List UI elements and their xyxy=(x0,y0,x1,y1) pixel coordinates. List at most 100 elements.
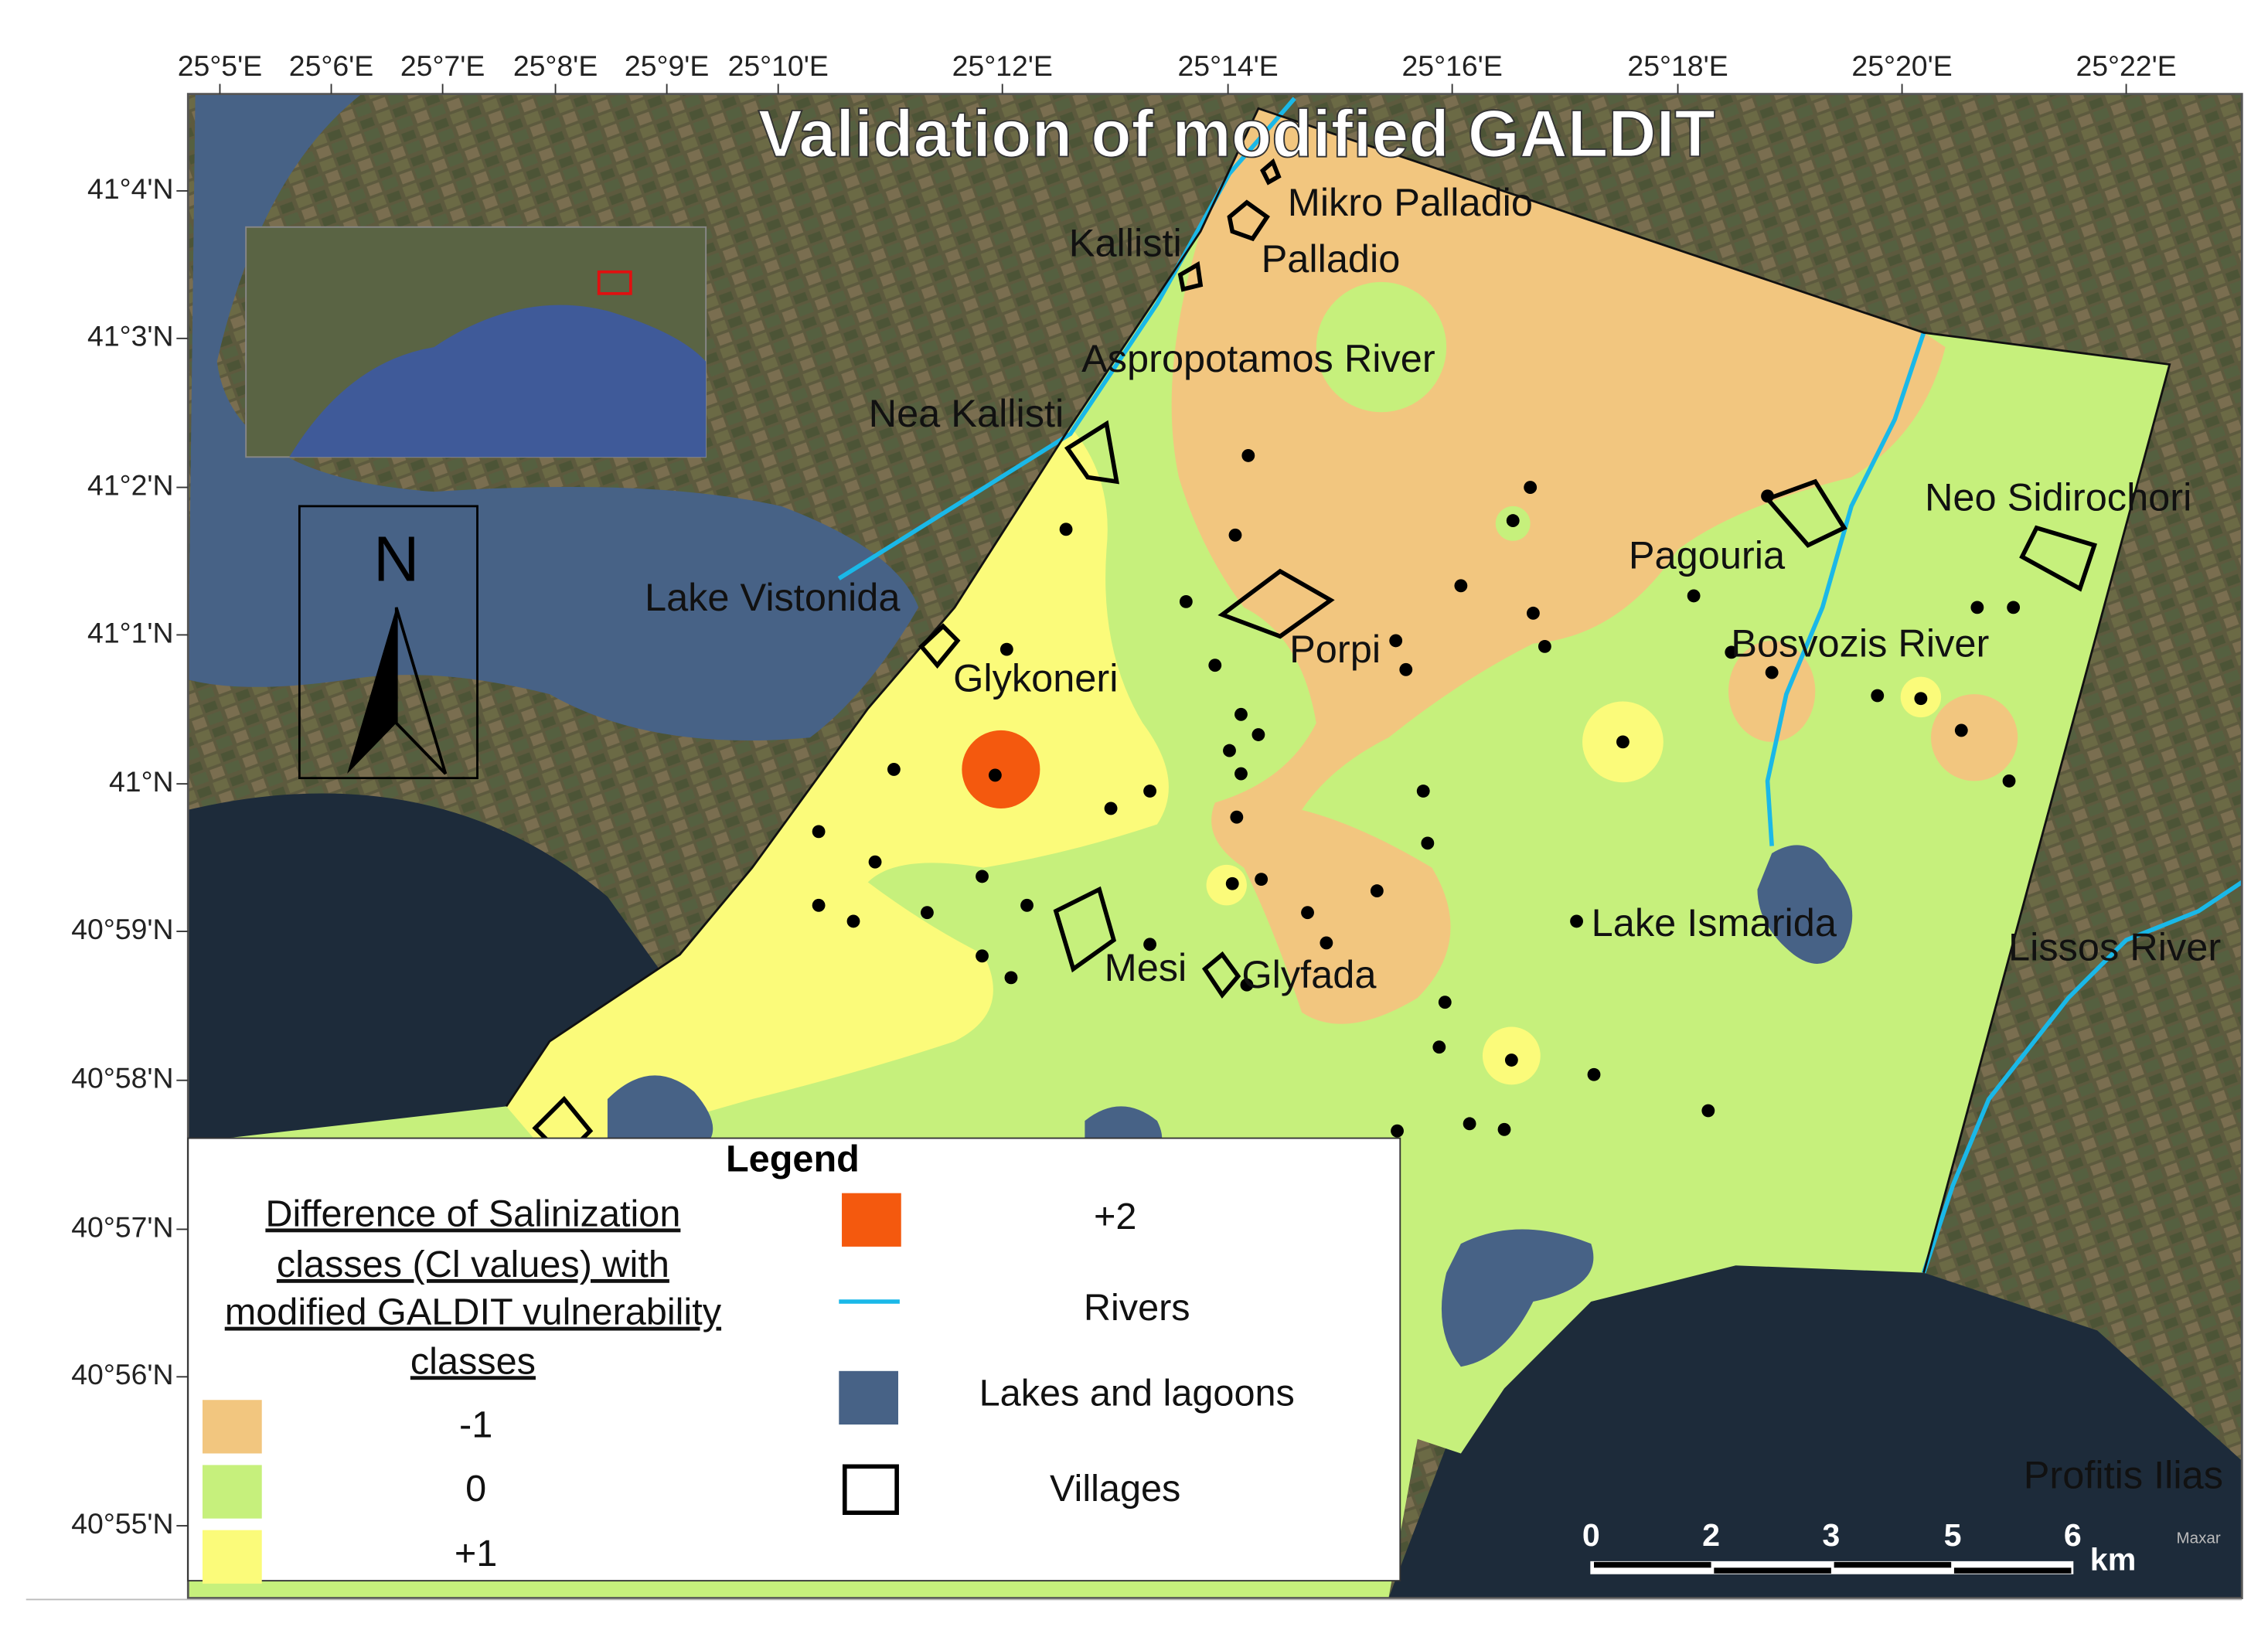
place-label: Bosvozis River xyxy=(1731,621,1989,665)
legend-swatch xyxy=(842,1193,901,1247)
legend-label: Rivers xyxy=(1084,1287,1190,1329)
legend-box xyxy=(187,1137,1401,1582)
scale-label: 6 xyxy=(2064,1517,2082,1553)
village xyxy=(1260,158,1282,186)
scale-bar: 0 2 3 5 6 km xyxy=(1582,1517,2136,1578)
village xyxy=(1177,260,1204,292)
inset-map xyxy=(245,226,707,458)
place-label: Porpi xyxy=(1289,627,1381,671)
place-label: Aspropotamos River xyxy=(1081,336,1435,380)
sampling-well xyxy=(988,768,1002,782)
class-zero-zone xyxy=(1316,281,1447,413)
legend-village-symbol xyxy=(842,1464,899,1515)
sampling-well xyxy=(1438,996,1452,1009)
sampling-well xyxy=(1230,810,1244,824)
lissos-river xyxy=(1921,880,2242,1274)
sampling-well xyxy=(1616,735,1629,749)
map-frame xyxy=(186,93,2243,1599)
sampling-well xyxy=(812,898,826,912)
sampling-wells xyxy=(812,448,2021,1138)
village xyxy=(2019,525,2097,592)
sampling-well xyxy=(1004,971,1018,985)
sampling-well xyxy=(1225,876,1239,890)
legend-swatch xyxy=(203,1465,262,1519)
place-label: Palladio xyxy=(1262,237,1401,281)
sampling-well xyxy=(1701,1104,1715,1118)
scale-bar-segment xyxy=(1714,1567,1831,1574)
legend-items: Difference of Salinization classes (Cl va… xyxy=(203,1193,1295,1584)
lon-tick-label: 25°5'E xyxy=(178,49,262,82)
legend-swatch xyxy=(203,1400,262,1454)
study-area-boundary xyxy=(1069,107,2171,1273)
village xyxy=(1227,199,1270,242)
legend-label: +2 xyxy=(1094,1196,1136,1237)
lon-tick-label: 25°20'E xyxy=(1851,49,1952,82)
sampling-well xyxy=(1240,978,1254,992)
sampling-well xyxy=(1765,665,1779,679)
class-plus-one-zone xyxy=(506,426,1169,1157)
sampling-well xyxy=(1143,938,1157,951)
sampling-well xyxy=(1463,1117,1476,1131)
place-label: Pagouria xyxy=(1629,533,1786,577)
sampling-well xyxy=(921,906,934,920)
place-labels: Mikro Palladio Palladio Kallisti Aspropotam… xyxy=(645,180,2223,1497)
legend-swatch xyxy=(203,1530,262,1584)
place-label: Profitis Ilias xyxy=(2024,1453,2223,1497)
lat-tick-label: 41°4'N xyxy=(87,172,174,205)
sampling-well xyxy=(1104,802,1118,815)
lon-tick-label: 25°14'E xyxy=(1177,49,1278,82)
study-area-boundary xyxy=(505,426,1071,1108)
sampling-well xyxy=(1391,1124,1404,1138)
sampling-well xyxy=(1954,723,1968,737)
scale-label: 2 xyxy=(1702,1517,1720,1553)
sampling-well xyxy=(1251,728,1265,741)
sampling-well xyxy=(887,763,901,776)
lon-tick-label: 25°18'E xyxy=(1627,49,1728,82)
sampling-well xyxy=(1587,1067,1601,1081)
sampling-well xyxy=(1970,601,1984,614)
sampling-well xyxy=(1524,481,1538,494)
sampling-well xyxy=(999,642,1013,656)
north-label: N xyxy=(373,523,419,594)
sampling-well xyxy=(1228,528,1242,542)
place-label: Mikro Palladio xyxy=(1288,180,1533,224)
lon-tick-label: 25°8'E xyxy=(513,49,598,82)
lat-tick-label: 41°3'N xyxy=(87,320,174,352)
sampling-well xyxy=(1179,594,1193,608)
villages xyxy=(532,158,2097,1160)
village xyxy=(1053,886,1117,973)
lon-tick-label: 25°12'E xyxy=(952,49,1053,82)
legend: Legend Difference of Salinization classes… xyxy=(187,1137,1401,1584)
scale-bar-segment xyxy=(1834,1561,1952,1568)
sampling-well xyxy=(1059,522,1073,536)
legend-label: 0 xyxy=(465,1468,486,1510)
lake-vistonida xyxy=(188,94,919,741)
sampling-well xyxy=(1255,873,1269,887)
sampling-well xyxy=(1914,692,1928,706)
lat-tick-label: 41°2'N xyxy=(87,468,174,501)
place-label: Nea Kallisti xyxy=(869,391,1064,435)
lagoon xyxy=(1441,1229,1594,1367)
village xyxy=(1217,568,1335,639)
lat-tick-label: 40°55'N xyxy=(71,1507,173,1540)
sampling-well xyxy=(1871,689,1885,703)
lat-tick-label: 40°56'N xyxy=(71,1358,173,1390)
village xyxy=(1064,420,1119,485)
scale-unit: km xyxy=(2090,1542,2136,1578)
sampling-well xyxy=(1421,836,1435,850)
sampling-well xyxy=(1432,1040,1446,1054)
sampling-well xyxy=(1399,662,1413,676)
sampling-well xyxy=(1143,785,1157,798)
sampling-well xyxy=(1389,634,1403,648)
sampling-well xyxy=(1208,659,1222,672)
village xyxy=(918,623,961,669)
legend-heading: classes xyxy=(410,1340,536,1382)
sampling-well xyxy=(1504,1053,1518,1067)
sampling-well xyxy=(1320,936,1333,950)
sampling-well xyxy=(1241,448,1255,462)
north-arrow-frame xyxy=(298,505,478,780)
sampling-well xyxy=(1223,744,1236,757)
sampling-well xyxy=(1454,579,1468,593)
lat-tick-label: 41°1'N xyxy=(87,616,174,648)
sampling-well xyxy=(1538,639,1551,653)
